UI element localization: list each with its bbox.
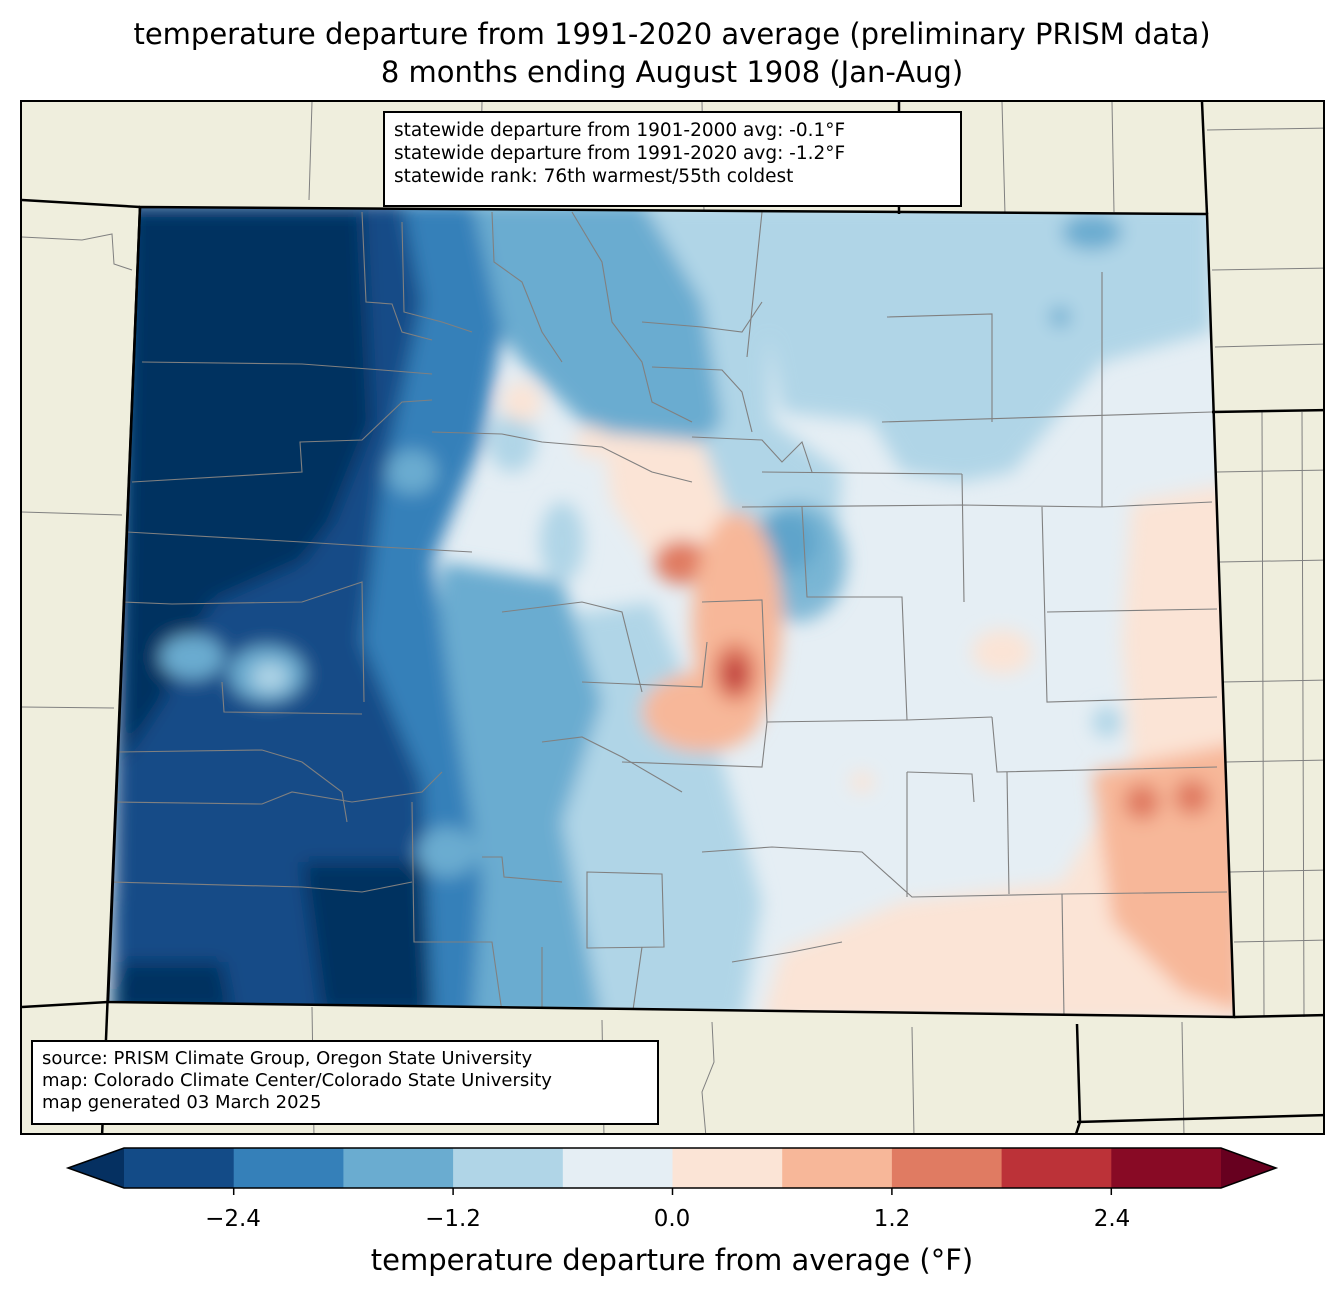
credit-source: source: PRISM Climate Group, Oregon Stat…	[42, 1048, 533, 1069]
colorbar-bin	[124, 1148, 235, 1188]
colorado-county-lines	[111, 211, 1228, 1017]
stats-rank: statewide rank: 76th warmest/55th coldes…	[394, 166, 794, 187]
colorbar-over-arrow	[1221, 1148, 1276, 1188]
colorbar-bin	[1111, 1148, 1222, 1188]
colorbar-tick-label-1: −2.4	[205, 1206, 261, 1232]
colorbar-outline	[65, 1147, 1279, 1189]
colorado-temperature-map	[22, 102, 1323, 1133]
stats-departure-1991-2020: statewide departure from 1991-2020 avg: …	[394, 143, 846, 164]
colorbar	[65, 1147, 1279, 1195]
map-title-line2: 8 months ending August 1908 (Jan-Aug)	[380, 55, 964, 89]
colorbar-tick-label-2: −1.2	[425, 1206, 481, 1232]
colorbar-tick-label-3: 0.0	[653, 1206, 691, 1232]
colorbar-bin	[782, 1148, 893, 1188]
stats-departure-1901-2000: statewide departure from 1901-2000 avg: …	[394, 120, 846, 141]
colorbar-bin	[233, 1148, 344, 1188]
colorbar-under-arrow	[68, 1148, 124, 1188]
colorbar-bin	[891, 1148, 1003, 1188]
colorbar-bin	[1001, 1148, 1112, 1188]
colorbar-label: temperature departure from average (°F)	[370, 1243, 974, 1277]
colorbar-bin	[343, 1148, 454, 1188]
colorbar-tick-label-5: 2.4	[1093, 1206, 1131, 1232]
colorbar-bin	[453, 1148, 564, 1188]
colorbar-bin	[562, 1148, 673, 1188]
map-panel	[20, 100, 1325, 1135]
map-title-line1: temperature departure from 1991-2020 ave…	[133, 17, 1211, 51]
credits-box: source: PRISM Climate Group, Oregon Stat…	[31, 1040, 659, 1125]
colorbar-ticks	[232, 1188, 1113, 1195]
statewide-stats-box: statewide departure from 1901-2000 avg: …	[383, 111, 962, 207]
temperature-field	[108, 207, 1234, 1017]
colorbar-bins	[65, 1147, 1279, 1189]
colorbar-tick-label-4: 1.2	[873, 1206, 911, 1232]
credit-generated: map generated 03 March 2025	[42, 1092, 322, 1113]
colorbar-bin	[672, 1148, 783, 1188]
credit-map: map: Colorado Climate Center/Colorado St…	[42, 1070, 552, 1091]
